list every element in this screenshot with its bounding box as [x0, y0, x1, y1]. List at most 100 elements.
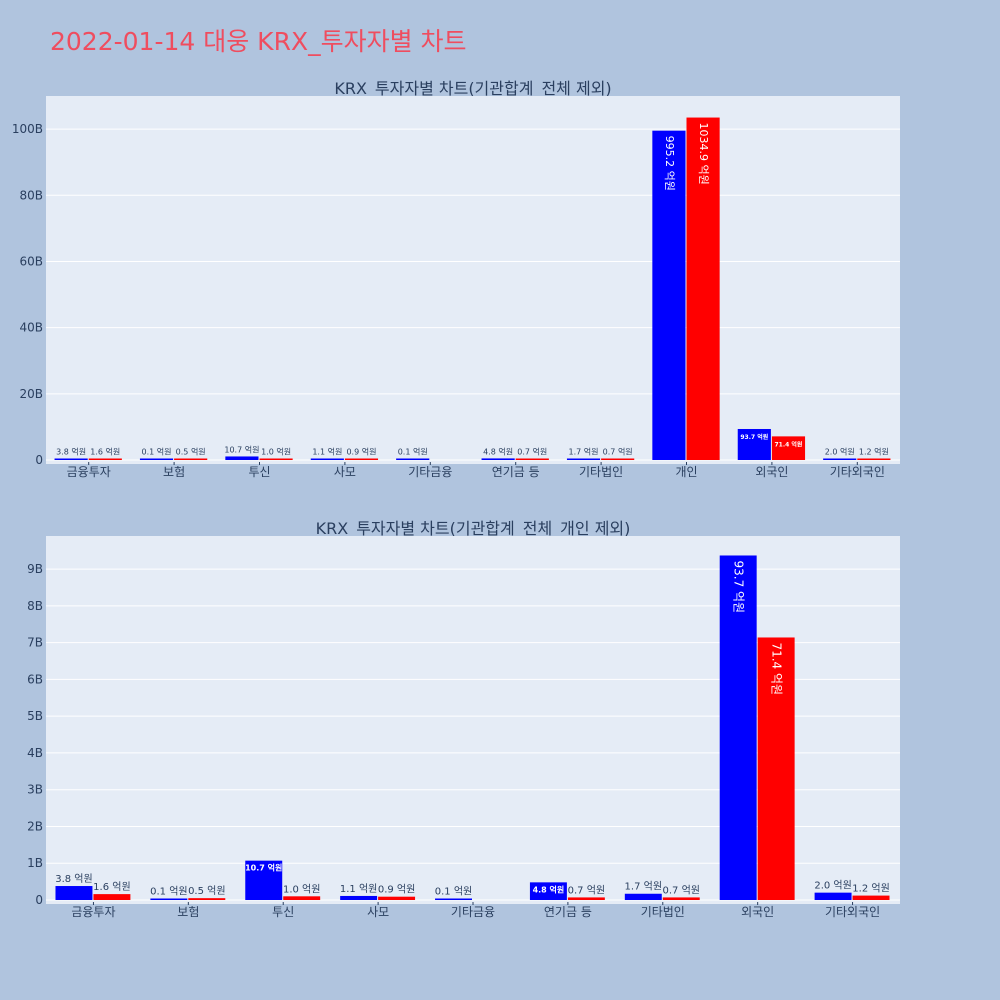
data-label: 10.7 억원	[224, 444, 259, 454]
data-label: 1.1 억원	[312, 447, 342, 457]
y-axis: 0 1B 2B 3B 4B 5B 6B 7B 8B 9B	[27, 562, 43, 907]
bar	[174, 458, 208, 460]
data-label: 1.2 억원	[859, 447, 889, 457]
y-tick-label: 100B	[12, 122, 43, 136]
data-label: 10.7 억원	[245, 863, 282, 873]
chart-individual-excluded: KRX_투자자별 차트(기관합계_전체_개인 제외) 0 1B 2B 3B 4B 5B 6B…	[27, 519, 900, 919]
y-tick-label: 20B	[19, 387, 43, 401]
x-tick-label: 기타금융	[451, 905, 495, 919]
y-tick-label: 80B	[19, 188, 43, 202]
data-label: 93.7 억원	[732, 560, 746, 613]
bar	[737, 428, 771, 460]
y-tick-label: 4B	[27, 746, 43, 760]
data-label: 0.7 억원	[603, 447, 633, 457]
bar	[55, 886, 93, 900]
bar	[150, 898, 188, 900]
data-label: 1.7 억원	[569, 447, 599, 457]
y-tick-label: 2B	[27, 819, 43, 833]
x-tick-label: 기타법인	[641, 905, 685, 919]
x-tick-label: 기타외국인	[830, 465, 885, 479]
y-tick-label: 9B	[27, 562, 43, 576]
bar	[481, 458, 515, 460]
data-label: 1034.9 억원	[697, 123, 710, 185]
x-tick-label: 금융투자	[71, 905, 115, 919]
bar	[652, 130, 686, 461]
bar	[435, 898, 472, 900]
bar	[662, 897, 700, 900]
y-axis: 0 20B 40B 60B 80B 100B	[12, 122, 43, 467]
data-label: 4.8 억원	[533, 884, 565, 894]
bar	[601, 458, 635, 460]
x-tick-label: 사모	[334, 465, 356, 479]
bar	[719, 555, 757, 900]
chart-title: KRX_투자자별 차트(기관합계_전체 제외)	[334, 79, 611, 99]
x-tick-label: 사모	[367, 905, 389, 919]
data-label: 0.7 억원	[568, 884, 605, 896]
x-tick-label: 금융투자	[67, 465, 111, 479]
bar	[139, 458, 174, 460]
chart-institutional-excluded: KRX_투자자별 차트(기관합계_전체 제외) 0 20B 40B 60B 80B 100…	[12, 79, 900, 479]
y-tick-label: 40B	[19, 321, 43, 335]
data-label: 0.1 억원	[150, 886, 187, 898]
data-label: 0.9 억원	[346, 447, 376, 457]
data-label: 4.8 억원	[483, 446, 513, 456]
y-tick-label: 5B	[27, 709, 43, 723]
chart-title: KRX_투자자별 차트(기관합계_전체_개인 제외)	[316, 519, 631, 539]
x-tick-label: 기타금융	[408, 465, 452, 479]
x-tick-label: 연기금 등	[492, 465, 540, 479]
x-tick-label: 보험	[177, 905, 199, 919]
bar	[88, 458, 122, 460]
x-tick-label: 투신	[272, 905, 294, 919]
data-label: 3.8 억원	[56, 447, 86, 457]
y-tick-label: 8B	[27, 599, 43, 613]
data-label: 71.4 억원	[775, 440, 803, 448]
bar	[225, 456, 259, 460]
data-label: 1.0 억원	[283, 883, 320, 895]
bar	[823, 458, 857, 460]
data-label: 0.9 억원	[378, 884, 415, 896]
bar	[852, 895, 890, 900]
y-tick-label: 0	[35, 893, 43, 907]
bar	[93, 894, 131, 900]
x-axis: 금융투자 보험 투신 사모 기타금융 연기금 등 기타법인 외국인 기타외국인	[71, 902, 880, 919]
data-label: 0.1 억원	[142, 447, 172, 457]
data-label: 2.0 억원	[814, 880, 851, 892]
x-tick-label: 개인	[675, 465, 697, 479]
bar	[283, 896, 321, 900]
x-axis: 금융투자 보험 투신 사모 기타금융 연기금 등 기타법인 개인 외국인 기타외국인	[67, 462, 885, 479]
y-tick-label: 60B	[19, 254, 43, 268]
data-label: 0.7 억원	[663, 884, 700, 896]
bar	[686, 117, 720, 461]
bar	[378, 896, 416, 900]
bar	[624, 893, 662, 900]
page-title: 2022-01-14 대웅 KRX_투자자별 차트	[50, 27, 467, 56]
data-label: 2.0 억원	[825, 447, 855, 457]
plot-area	[46, 96, 900, 464]
bar	[54, 458, 88, 460]
x-tick-label: 투신	[248, 465, 270, 479]
data-label: 71.4 억원	[770, 642, 784, 695]
data-label: 995.2 억원	[663, 136, 676, 191]
data-label: 0.5 억원	[188, 885, 225, 897]
data-label: 0.7 억원	[517, 447, 547, 457]
y-tick-label: 7B	[27, 636, 43, 650]
data-label: 0.5 억원	[176, 447, 206, 457]
y-tick-label: 3B	[27, 783, 43, 797]
bar	[529, 882, 567, 900]
data-label: 1.6 억원	[93, 881, 130, 893]
data-label: 0.1 억원	[398, 447, 428, 457]
y-tick-label: 6B	[27, 672, 43, 686]
y-tick-label: 1B	[27, 856, 43, 870]
bar	[310, 458, 344, 460]
bar	[245, 860, 283, 900]
bar	[515, 458, 549, 460]
bar	[188, 898, 226, 900]
bar	[814, 892, 852, 900]
bar	[344, 458, 379, 460]
data-label: 1.0 억원	[261, 447, 291, 457]
bar	[340, 895, 378, 900]
x-tick-label: 보험	[163, 465, 185, 479]
bar	[757, 637, 795, 900]
